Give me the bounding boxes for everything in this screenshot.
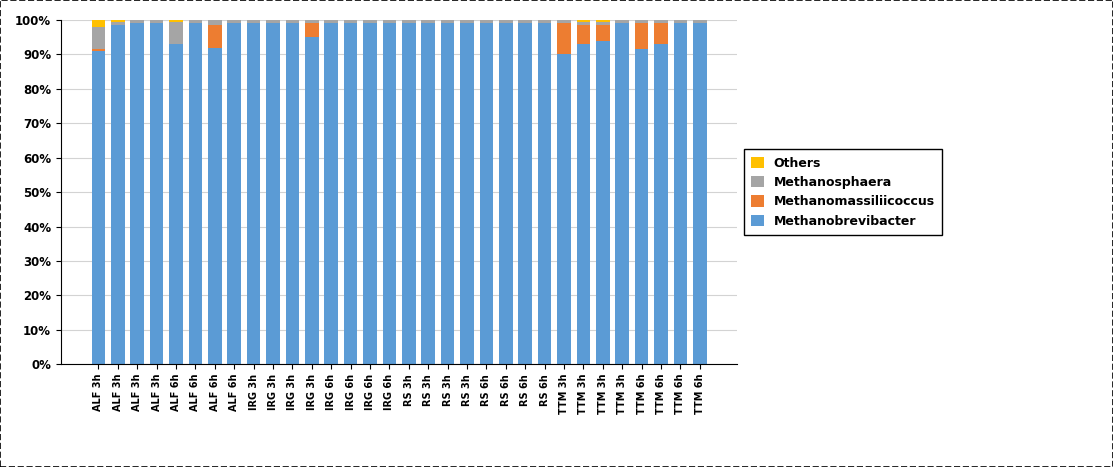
Bar xyxy=(130,23,144,364)
Bar xyxy=(344,20,357,23)
Bar xyxy=(383,20,396,23)
Bar xyxy=(169,20,183,22)
Bar xyxy=(558,20,571,23)
Bar xyxy=(150,23,164,364)
Bar xyxy=(130,20,144,23)
Bar xyxy=(595,22,610,25)
Bar xyxy=(286,20,299,23)
Bar xyxy=(383,23,396,364)
Bar xyxy=(460,23,474,364)
Bar xyxy=(654,23,668,44)
Bar xyxy=(208,25,221,48)
Bar xyxy=(558,23,571,55)
Bar xyxy=(402,20,415,23)
Bar xyxy=(673,23,687,364)
Bar xyxy=(305,20,318,23)
Bar xyxy=(363,23,377,364)
Bar xyxy=(247,23,260,364)
Bar xyxy=(208,20,221,25)
Bar xyxy=(441,20,454,23)
Bar xyxy=(654,20,668,23)
Bar xyxy=(324,23,338,364)
Bar xyxy=(441,23,454,364)
Bar xyxy=(519,23,532,364)
Bar xyxy=(499,20,513,23)
Bar xyxy=(577,20,590,22)
Bar xyxy=(422,20,435,23)
Bar xyxy=(402,23,415,364)
Bar xyxy=(111,20,125,22)
Bar xyxy=(169,44,183,364)
Bar xyxy=(111,25,125,364)
Bar xyxy=(577,22,590,25)
Bar xyxy=(615,20,629,23)
Bar xyxy=(344,23,357,364)
Bar xyxy=(422,23,435,364)
Bar xyxy=(305,37,318,364)
Bar xyxy=(577,44,590,364)
Bar xyxy=(305,23,318,37)
Bar xyxy=(595,20,610,22)
Bar xyxy=(91,20,105,27)
Bar xyxy=(91,51,105,364)
Legend: Others, Methanosphaera, Methanomassiliicoccus, Methanobrevibacter: Others, Methanosphaera, Methanomassiliic… xyxy=(743,149,943,235)
Bar xyxy=(266,20,279,23)
Bar xyxy=(634,23,649,49)
Bar xyxy=(558,55,571,364)
Bar xyxy=(286,23,299,364)
Bar xyxy=(266,23,279,364)
Bar xyxy=(150,20,164,23)
Bar xyxy=(519,20,532,23)
Bar xyxy=(615,23,629,364)
Bar xyxy=(480,20,493,23)
Bar xyxy=(538,23,551,364)
Bar xyxy=(363,20,377,23)
Bar xyxy=(91,49,105,51)
Bar xyxy=(324,20,338,23)
Bar xyxy=(480,23,493,364)
Bar xyxy=(227,20,242,23)
Bar xyxy=(673,20,687,23)
Bar xyxy=(693,20,707,23)
Bar xyxy=(693,23,707,364)
Bar xyxy=(460,20,474,23)
Bar xyxy=(595,41,610,364)
Bar xyxy=(208,48,221,364)
Bar xyxy=(634,49,649,364)
Bar xyxy=(247,20,260,23)
Bar xyxy=(538,20,551,23)
Bar xyxy=(188,23,203,364)
Bar xyxy=(169,22,183,44)
Bar xyxy=(595,25,610,41)
Bar xyxy=(577,25,590,44)
Bar xyxy=(227,23,242,364)
Bar xyxy=(634,20,649,23)
Bar xyxy=(188,20,203,23)
Bar xyxy=(654,44,668,364)
Bar xyxy=(111,22,125,25)
Bar xyxy=(91,27,105,49)
Bar xyxy=(499,23,513,364)
